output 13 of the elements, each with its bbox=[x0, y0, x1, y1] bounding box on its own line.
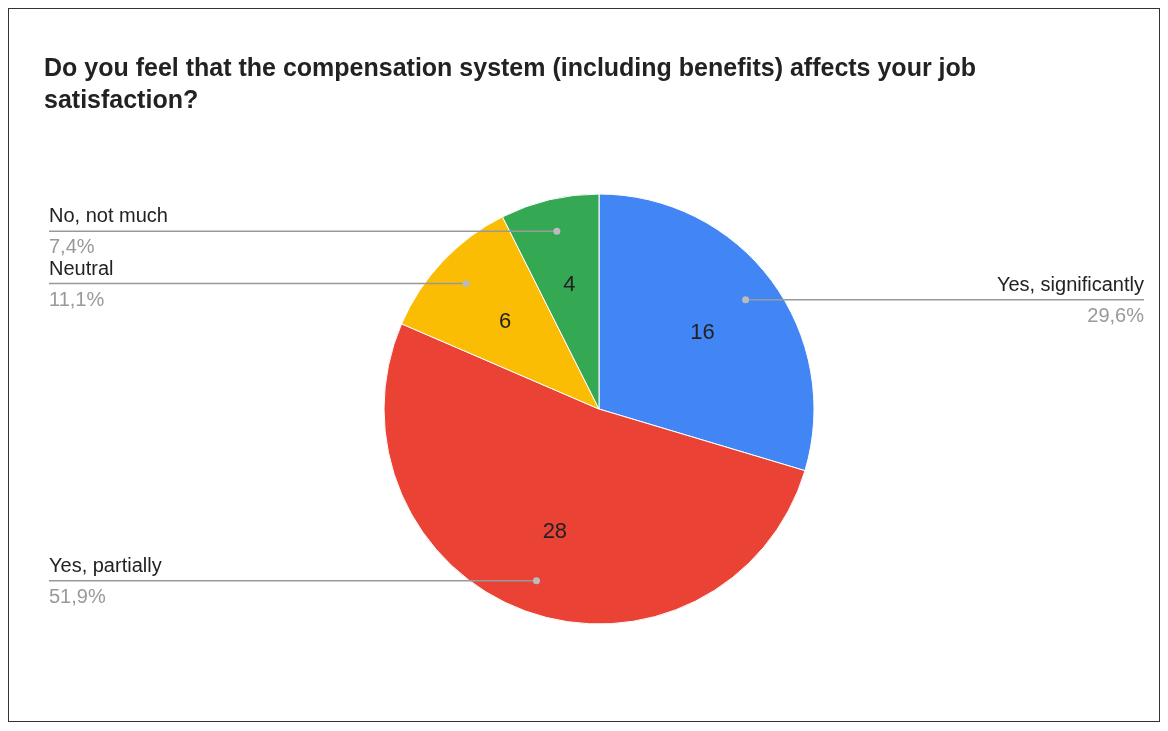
data-label: 28 bbox=[542, 517, 568, 543]
slice-label: Yes, significantly bbox=[996, 272, 1144, 295]
text: 51,9% bbox=[49, 584, 106, 607]
text: 11,1% bbox=[49, 287, 105, 310]
text: 29,6% bbox=[1087, 303, 1145, 326]
slice-label: Neutral bbox=[49, 256, 114, 279]
text: 7,4% bbox=[49, 235, 95, 258]
chart-title: Do you feel that the compensation system (including benefits) affects your job satisfaction? bbox=[44, 52, 978, 115]
data-label: 6 bbox=[499, 307, 512, 333]
slice-label: No, not much bbox=[49, 204, 168, 227]
data-label: 16 bbox=[690, 319, 715, 345]
slice-label: Yes, partially bbox=[49, 553, 162, 576]
data-label: 4 bbox=[563, 270, 576, 296]
